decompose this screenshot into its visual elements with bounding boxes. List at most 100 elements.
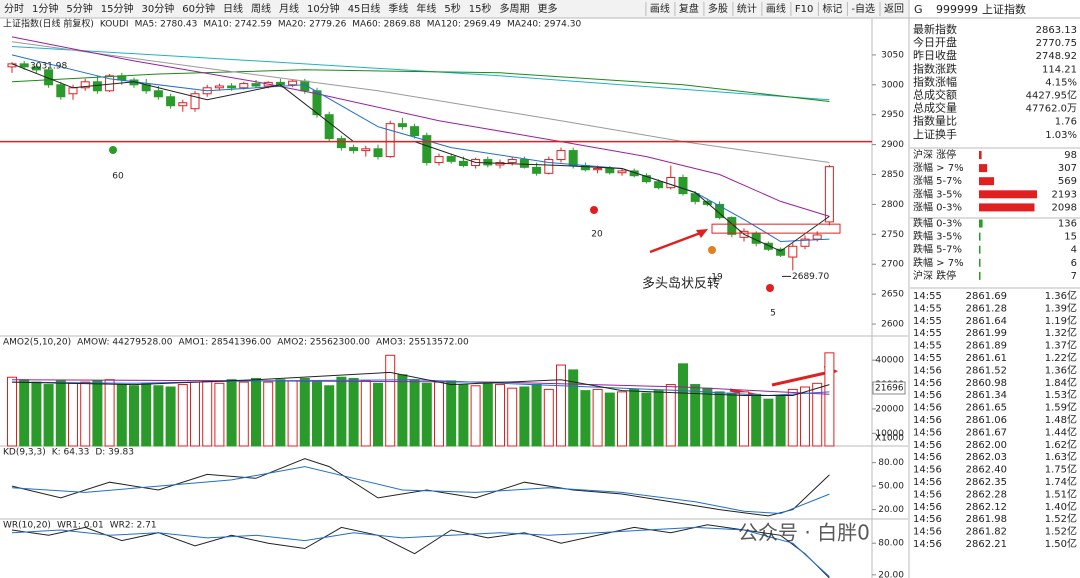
breadth-label: 沪深 涨停 [913,148,956,161]
toolbar-tab[interactable]: 多周期 [500,2,530,15]
tick-amount: 1.36亿 [1045,289,1077,302]
legend-text: AMO3: 25513572.00 [376,338,469,348]
toolbar-tab[interactable]: 更多 [538,2,558,15]
breadth-label: 跌幅 > 7% [913,256,964,269]
arrow [649,230,704,254]
tick-amount: 1.52亿 [1045,512,1077,525]
toolbar-tab[interactable]: 30分钟 [141,2,174,15]
candle-body [312,90,322,116]
tick-amount: 1.44亿 [1045,425,1077,438]
toolbar-button[interactable]: F10 [795,4,813,15]
candle-body [678,177,688,195]
volume-bar [519,386,530,447]
candle-body [336,138,346,149]
tick-price: 2862.00 [966,440,1007,451]
tick-amount: 1.75亿 [1045,463,1077,476]
indicator-line [11,54,830,243]
candle-body [458,160,468,167]
tick-price: 2861.65 [966,403,1007,414]
toolbar-tab[interactable]: 15秒 [469,2,492,15]
candle-body [324,114,334,140]
toolbar-tab[interactable]: 月线 [279,2,299,15]
candle-body [397,123,407,128]
tick-price: 2861.69 [966,291,1007,302]
breadth-bar [979,177,995,186]
volume-bar [568,369,579,447]
toolbar-tab[interactable]: 1分钟 [32,2,58,15]
toolbar-button[interactable]: 标记 [822,3,842,15]
low-label: 2689.70 [792,272,829,282]
indicator-line [11,466,830,515]
toolbar-tab[interactable]: 日线 [223,2,243,15]
breadth-label: 涨幅 3-5% [913,187,962,200]
candle-body [763,242,773,250]
toolbar-tab[interactable]: 5分钟 [66,2,92,15]
volume-bar [263,381,274,447]
breadth-count: 136 [1058,219,1077,230]
signal-icon [590,206,598,214]
quote-value: 4427.95亿 [1026,89,1077,102]
toolbar-tab[interactable]: 季线 [388,2,408,15]
legend-text: AMOW: 44279528.00 [77,338,173,348]
toolbar-tab[interactable]: 分时 [4,3,24,15]
toolbar-tab[interactable]: 年线 [416,2,436,15]
quote-name: 上证指数 [982,2,1026,16]
tick-time: 14:56 [913,390,942,401]
candle-body [361,148,371,152]
breadth-count: 7 [1071,271,1077,282]
volume-bar [556,364,566,447]
toolbar-button[interactable]: 画线 [650,2,670,15]
candle-body [556,150,566,161]
breadth-count: 98 [1064,150,1077,161]
candle-body [812,234,822,240]
toolbar-tab[interactable]: 周线 [251,2,271,15]
legend-text: WR1: 0.01 [57,521,104,531]
toolbar-button[interactable]: 多股 [708,2,728,15]
toolbar-button[interactable]: -自选 [851,2,875,15]
candle-body [715,203,725,219]
quote-label: 指数涨幅 [913,74,957,88]
volume-bar [336,376,347,447]
volume-bar [165,386,176,447]
tick-amount: 1.74亿 [1045,475,1077,488]
quote-value: 47762.0万 [1026,104,1077,115]
breadth-bar [979,151,982,159]
candle-body [153,90,163,98]
toolbar-button[interactable]: 复盘 [679,2,699,15]
tick-time: 14:56 [913,539,942,550]
tick-time: 14:56 [913,365,942,376]
volume-bar [275,379,286,447]
tick-price: 2861.06 [966,415,1007,426]
signal-label: 20 [591,230,603,240]
y-tick-label: 2900 [881,140,904,150]
candle-body [385,123,395,158]
tick-time: 14:56 [913,502,942,513]
volume-bar [739,391,749,447]
toolbar-tab[interactable]: 10分钟 [307,2,340,15]
volume-bar [373,382,383,447]
candle-body [410,126,420,137]
toolbar-tab[interactable]: 15分钟 [101,2,134,15]
toolbar-tab[interactable]: 45日线 [348,2,381,15]
legend-text: WR(10,20) [3,521,51,531]
volume-bar [592,388,603,447]
tick-amount: 1.62亿 [1045,438,1077,451]
y-tick-label: 2950 [881,110,904,120]
toolbar-button[interactable]: 画线 [766,2,786,15]
tick-time: 14:55 [913,303,942,314]
breadth-label: 沪深 跌停 [913,269,956,282]
tick-time: 14:55 [913,291,942,302]
toolbar-tab[interactable]: 60分钟 [182,2,215,15]
toolbar-button[interactable]: 统计 [737,2,757,15]
legend-text: MA120: 2969.49 [427,20,501,30]
legend-text: MA5: 2780.43 [135,20,198,30]
volume-bar [702,387,713,447]
toolbar-button[interactable]: 返回 [884,3,904,15]
tick-time: 14:56 [913,514,942,525]
tick-amount: 1.63亿 [1045,450,1077,463]
toolbar-tab[interactable]: 5秒 [444,2,460,15]
tick-price: 2861.82 [966,527,1007,538]
legend-text: AMO2: 25562300.00 [277,338,370,348]
